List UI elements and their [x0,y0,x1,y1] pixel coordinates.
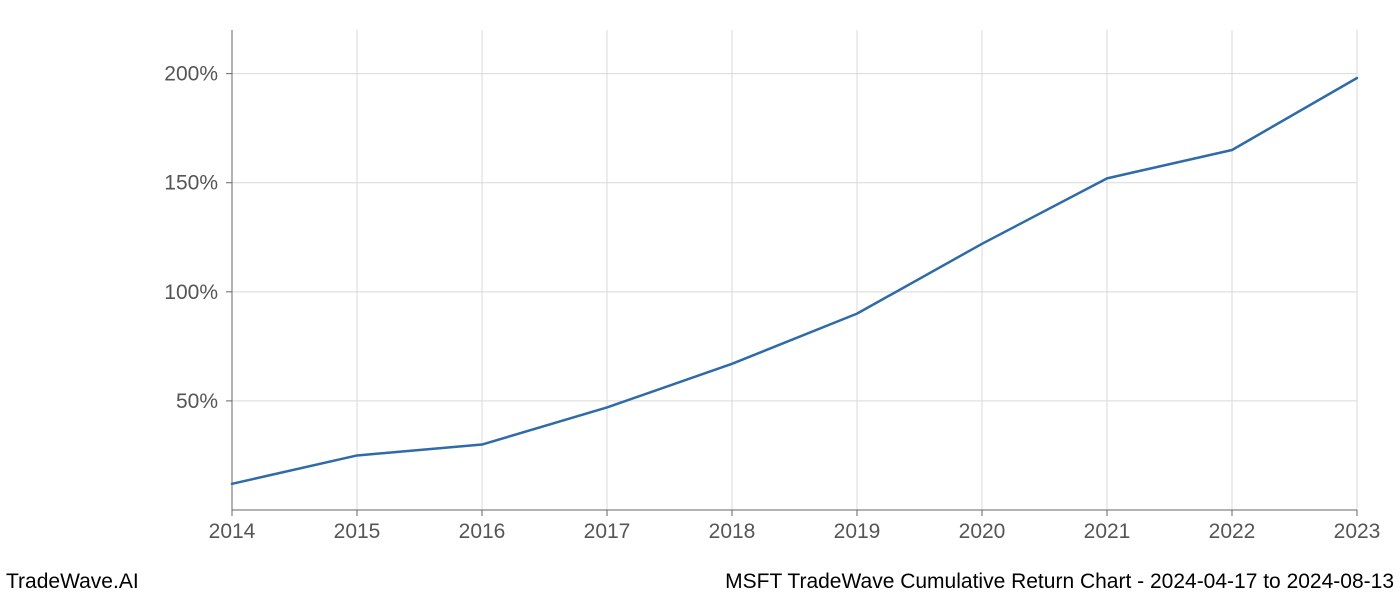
y-tick-label: 100% [164,281,218,304]
y-tick-label: 200% [164,63,218,86]
chart-container: 2014 2015 2016 2017 2018 2019 2020 2021 2022 2023… [0,0,1400,600]
footer-caption: MSFT TradeWave Cumulative Return Chart -… [725,570,1394,594]
x-tick-label: 2016 [459,520,506,543]
x-tick-label: 2018 [709,520,756,543]
line-chart: 2014 2015 2016 2017 2018 2019 2020 2021 2022 2023… [0,0,1400,600]
y-tick-label: 50% [176,390,218,413]
y-tick-label: 150% [164,172,218,195]
x-tick-label: 2019 [834,520,881,543]
footer-branding: TradeWave.AI [6,570,139,594]
x-tick-label: 2022 [1209,520,1256,543]
x-tick-label: 2015 [334,520,381,543]
x-tick-label: 2014 [209,520,256,543]
x-tick-label: 2021 [1084,520,1131,543]
x-tick-label: 2017 [584,520,631,543]
x-tick-label: 2023 [1334,520,1381,543]
x-tick-label: 2020 [959,520,1006,543]
